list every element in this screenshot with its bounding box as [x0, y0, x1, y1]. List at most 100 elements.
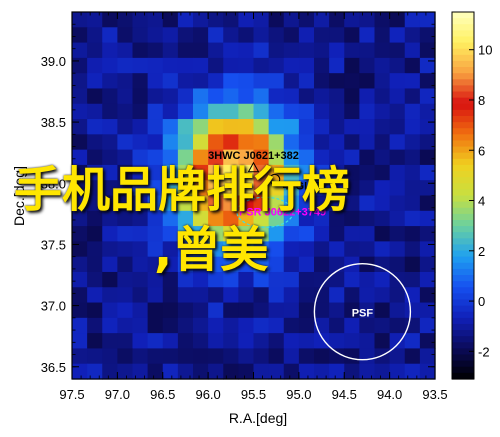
heatmap-cell — [314, 42, 330, 59]
heatmap-cell — [359, 103, 376, 120]
heatmap-cell — [389, 256, 406, 273]
heatmap-cell — [359, 348, 376, 365]
heatmap-cell — [374, 271, 391, 288]
heatmap-cell — [374, 12, 391, 28]
heatmap-cell — [268, 42, 285, 59]
heatmap-cell — [193, 348, 209, 365]
heatmap-cell — [177, 302, 194, 319]
colorbar-segment — [452, 183, 474, 190]
heatmap-cell — [253, 12, 270, 28]
heatmap-cell — [268, 103, 285, 120]
heatmap-cell — [72, 180, 88, 197]
heatmap-cell — [72, 302, 88, 319]
colorbar-frame — [451, 11, 475, 380]
heatmap-cell — [147, 317, 164, 334]
heatmap-cell — [147, 149, 164, 166]
heatmap-cell — [238, 256, 255, 273]
heatmap-cell — [162, 12, 179, 28]
heatmap-cell — [117, 12, 134, 28]
heatmap-cell — [268, 12, 285, 28]
heatmap-cell — [374, 317, 391, 334]
heatmap-cell — [162, 210, 179, 227]
colorbar-segment — [452, 287, 474, 294]
heatmap-cell — [117, 149, 134, 166]
heatmap-cell — [283, 363, 300, 380]
heatmap-cell — [359, 333, 376, 350]
heatmap-cell — [298, 88, 315, 105]
x-tick-label: 94.0 — [377, 387, 402, 402]
heatmap-cell — [298, 73, 315, 90]
colorbar-segment — [452, 311, 474, 319]
heatmap-cell — [132, 348, 149, 365]
heatmap-cell — [208, 348, 224, 365]
heatmap-cell — [253, 27, 270, 44]
heatmap-cell — [374, 210, 391, 227]
heatmap-cell — [102, 317, 118, 334]
heatmap-cell — [389, 57, 406, 74]
heatmap-cell — [404, 149, 421, 166]
heatmap-cell — [314, 195, 330, 212]
heatmap-cell — [283, 103, 300, 120]
heatmap-cell — [404, 195, 421, 212]
heatmap-cell — [419, 226, 436, 242]
heatmap-cell — [223, 256, 239, 273]
heatmap-cell — [253, 241, 270, 258]
heatmap-cell — [268, 333, 285, 350]
heatmap-cell — [344, 195, 360, 212]
heatmap-cell — [404, 271, 421, 288]
heatmap-cell — [117, 271, 134, 288]
heatmap-cell — [162, 195, 179, 212]
heatmap-cell — [283, 134, 300, 151]
heatmap-cell — [102, 333, 118, 350]
heatmap-cell — [314, 119, 330, 135]
colorbar-tick-label: 4 — [478, 194, 485, 209]
heatmap-cell — [87, 57, 103, 74]
heatmap-cell — [208, 88, 224, 105]
heatmap-cell — [117, 256, 134, 273]
heatmap-cell — [314, 149, 330, 166]
heatmap-cell — [314, 73, 330, 90]
heatmap-cell — [87, 226, 103, 242]
heatmap-cell — [102, 195, 118, 212]
heatmap-cell — [404, 363, 421, 380]
error-ellipse — [236, 196, 294, 228]
heatmap-cell — [374, 256, 391, 273]
heatmap-cell — [87, 42, 103, 59]
heatmap-cell — [374, 119, 391, 135]
colorbar-segment — [452, 24, 474, 31]
heatmap-cell — [102, 88, 118, 105]
heatmap-cell — [147, 103, 164, 120]
heatmap-cell — [359, 210, 376, 227]
heatmap-cell — [102, 73, 118, 90]
heatmap-cell — [238, 210, 255, 227]
heatmap-cell — [132, 149, 149, 166]
heatmap-cell — [329, 180, 345, 197]
y-tick-label: 36.5 — [41, 360, 66, 375]
heatmap-cell — [253, 149, 270, 166]
heatmap-cell — [268, 241, 285, 258]
colorbar-segment — [452, 348, 474, 356]
heatmap-cell — [117, 195, 134, 212]
heatmap-cell — [314, 164, 330, 181]
heatmap-cell — [419, 210, 436, 227]
heatmap-cell — [404, 348, 421, 365]
heatmap-cell — [117, 73, 134, 90]
heatmap-cell — [359, 27, 376, 44]
heatmap-cell — [238, 103, 255, 120]
heatmap-cell — [177, 241, 194, 258]
heatmap-cell — [177, 333, 194, 350]
heatmap-cell — [329, 73, 345, 90]
heatmap-cell — [283, 119, 300, 135]
heatmap-cell — [223, 73, 239, 90]
heatmap-cell — [132, 241, 149, 258]
heatmap-cell — [208, 226, 224, 242]
heatmap-cell — [162, 103, 179, 120]
heatmap-cell — [344, 210, 360, 227]
heatmap-cell — [298, 119, 315, 135]
heatmap-cell — [193, 88, 209, 105]
heatmap-cell — [329, 88, 345, 105]
heatmap-cell — [419, 363, 436, 380]
heatmap-cell — [72, 119, 88, 135]
heatmap-cell — [344, 73, 360, 90]
heatmap-cell — [193, 12, 209, 28]
